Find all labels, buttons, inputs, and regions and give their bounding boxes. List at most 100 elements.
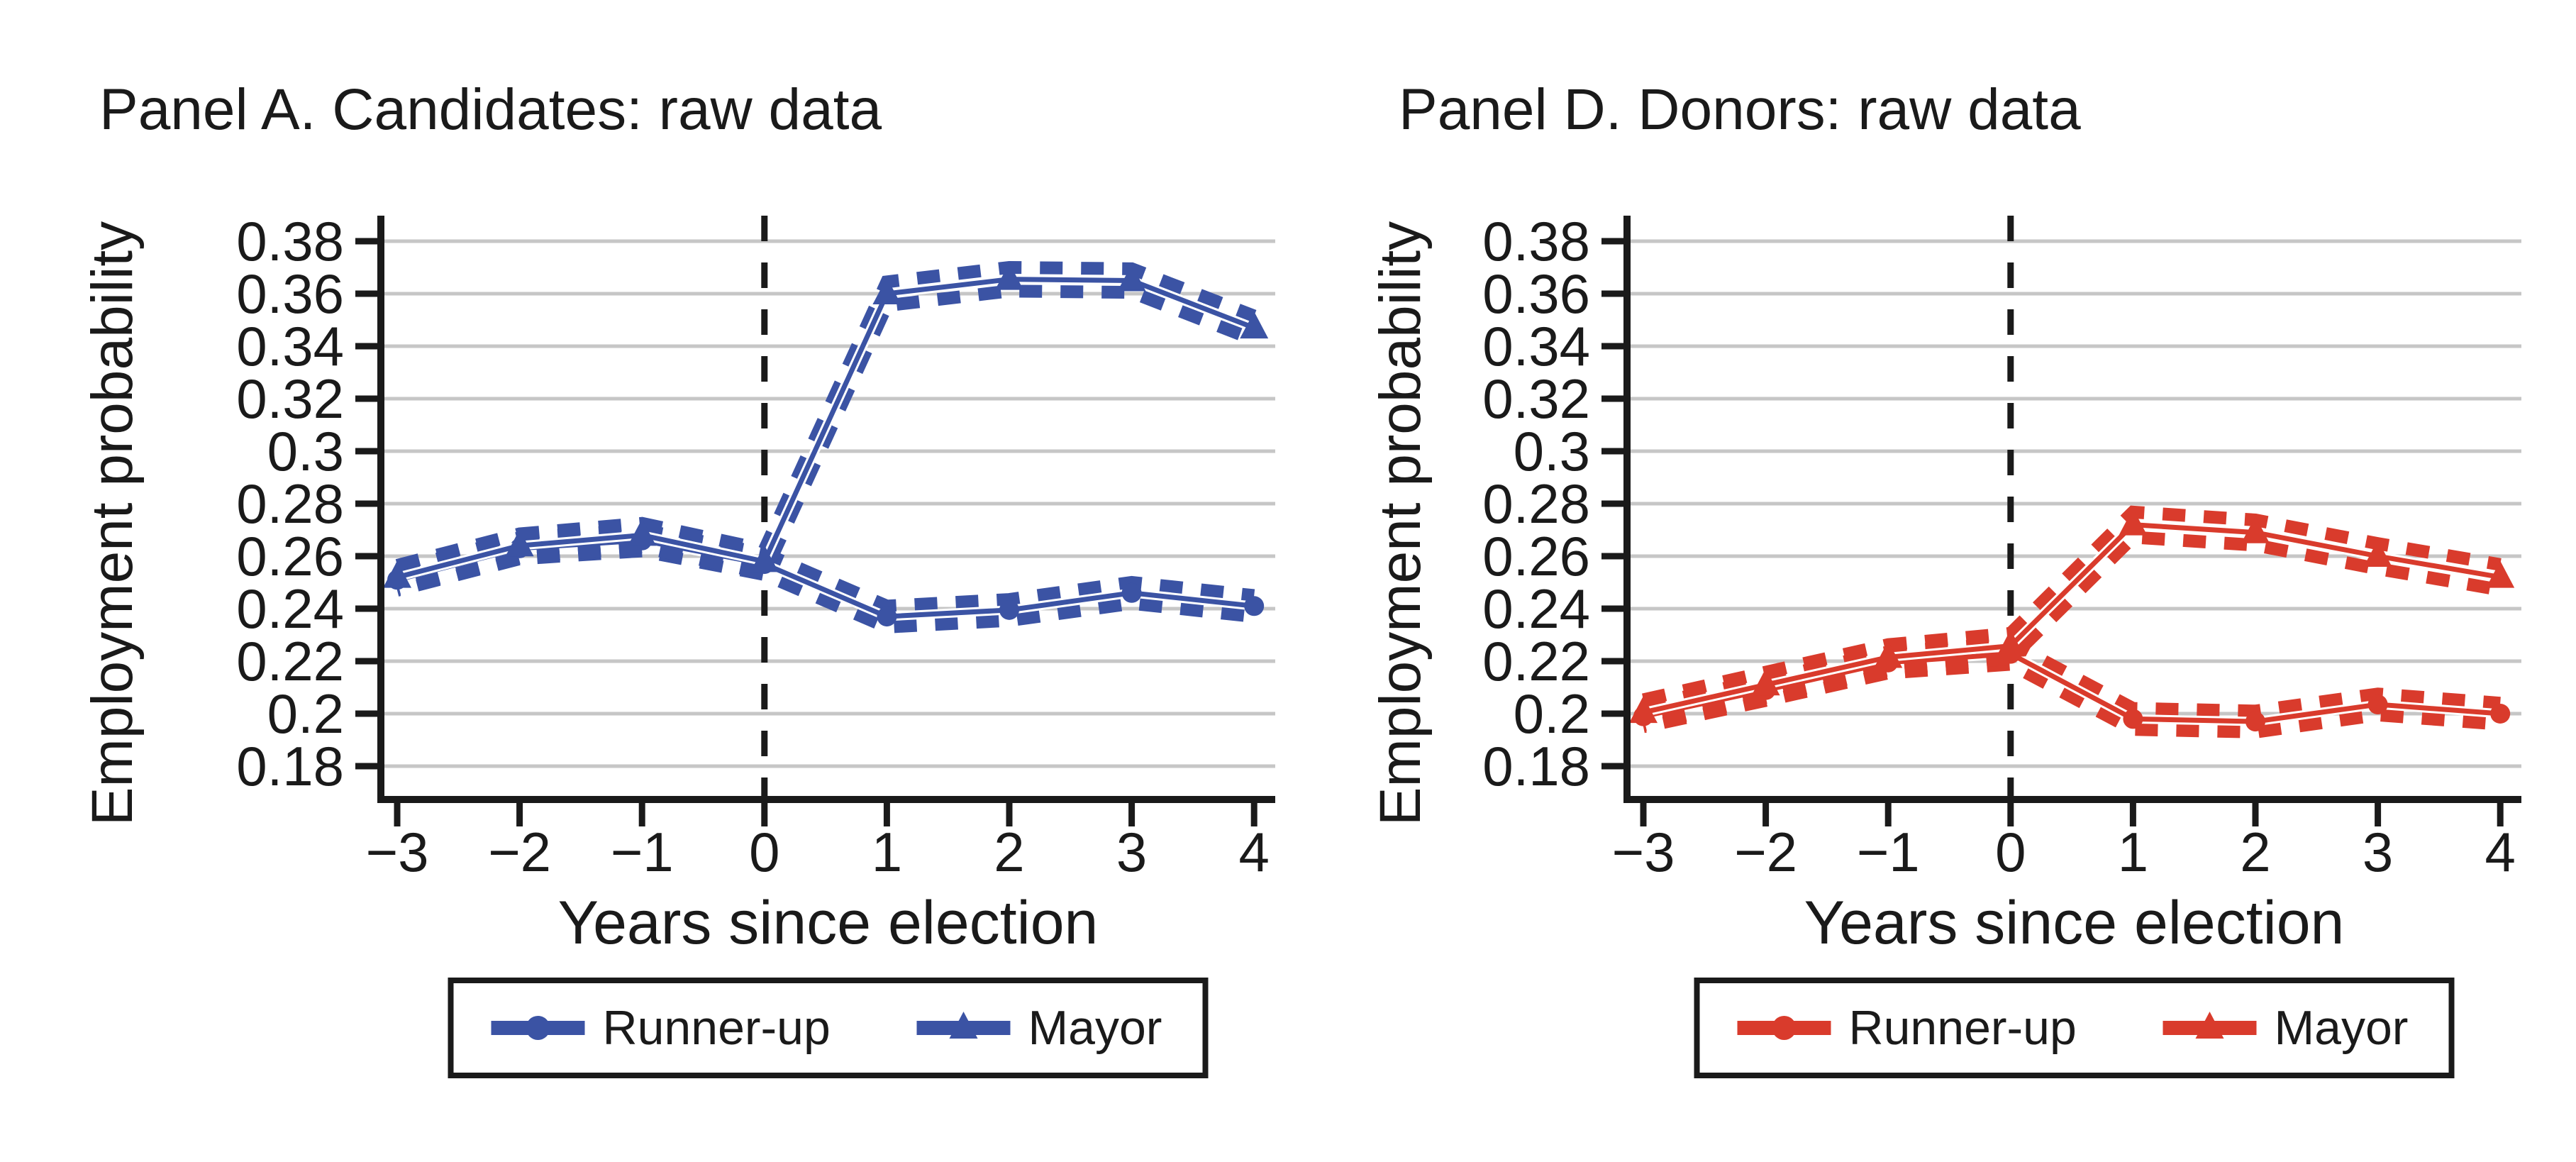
panel-title: Panel A. Candidates: raw data xyxy=(99,77,882,142)
y-axis-label: Employment probability xyxy=(1368,221,1433,826)
y-tick-label: 0.22 xyxy=(1482,630,1590,692)
triangle-marker xyxy=(505,529,534,557)
x-tick-label: −2 xyxy=(1734,821,1797,883)
y-tick-label: 0.36 xyxy=(1482,262,1590,325)
triangle-marker xyxy=(1751,668,1780,696)
chart-panel: Panel A. Candidates: raw data Employment … xyxy=(80,77,1275,1078)
legend-item: Mayor xyxy=(2163,1001,2409,1055)
x-tick-label: −1 xyxy=(611,821,674,883)
y-tick-label: 0.24 xyxy=(236,577,344,640)
y-tick-label: 0.26 xyxy=(1482,525,1590,587)
triangle-marker xyxy=(1874,641,1903,668)
x-tick-label: 1 xyxy=(872,821,902,883)
triangle-marker xyxy=(1629,696,1658,724)
series-line xyxy=(396,277,1255,580)
ci-lower-line xyxy=(1642,531,2502,731)
triangle-marker xyxy=(2486,560,2515,588)
legend: Runner-up Mayor xyxy=(1694,978,2455,1078)
legend-triangle-marker xyxy=(2195,1012,2224,1039)
circle-marker xyxy=(2123,709,2143,729)
series-markers xyxy=(1629,508,2515,724)
series-line xyxy=(1643,651,2501,724)
triangle-marker xyxy=(2119,508,2148,536)
y-tick-label: 0.26 xyxy=(236,525,344,587)
x-tick-label: −1 xyxy=(1857,821,1920,883)
series-mayor xyxy=(383,260,1269,595)
x-tick-label: 3 xyxy=(1116,821,1147,883)
y-tick-label: 0.38 xyxy=(1482,210,1590,272)
x-tick-label: 4 xyxy=(1239,821,1270,883)
triangle-marker xyxy=(872,277,901,304)
x-tick-label: 3 xyxy=(2363,821,2393,883)
triangle-marker xyxy=(1240,311,1269,339)
circle-marker xyxy=(2490,704,2511,724)
legend-circle-marker xyxy=(526,1016,550,1040)
series-mayor xyxy=(1629,505,2515,731)
legend-label: Mayor xyxy=(1028,1001,1162,1055)
panel-title: Panel D. Donors: raw data xyxy=(1399,77,2081,142)
x-tick-label: 0 xyxy=(749,821,779,883)
y-tick-label: 0.34 xyxy=(236,315,344,377)
axes: 0.180.20.220.240.260.280.30.320.340.360.… xyxy=(1482,210,2521,883)
axes: 0.180.20.220.240.260.280.30.320.340.360.… xyxy=(236,210,1275,883)
y-tick-label: 0.34 xyxy=(1482,315,1590,377)
y-tick-label: 0.18 xyxy=(236,735,344,797)
y-axis-label: Employment probability xyxy=(80,221,145,826)
gridlines xyxy=(381,239,1275,768)
x-tick-label: −3 xyxy=(1612,821,1675,883)
circle-marker xyxy=(2245,712,2265,732)
x-tick-label: 2 xyxy=(994,821,1024,883)
ci-upper-line xyxy=(1642,505,2502,707)
y-tick-label: 0.3 xyxy=(1514,420,1590,482)
x-tick-label: −3 xyxy=(366,821,429,883)
triangle-marker xyxy=(628,519,657,546)
series-line xyxy=(1643,522,2501,715)
y-tick-label: 0.32 xyxy=(236,367,344,430)
series-markers xyxy=(383,262,1269,588)
ci-lower-line xyxy=(395,284,1257,595)
y-tick-label: 0.22 xyxy=(236,630,344,692)
legend-label: Runner-up xyxy=(603,1001,831,1055)
circle-marker xyxy=(1244,596,1265,616)
gridlines xyxy=(1627,239,2521,768)
x-tick-label: −2 xyxy=(488,821,551,883)
chart-panel: Panel D. Donors: raw data Employment prob… xyxy=(1368,77,2521,1078)
x-tick-label: 0 xyxy=(1995,821,2026,883)
circle-marker xyxy=(877,607,897,627)
circle-marker xyxy=(999,599,1019,620)
y-tick-label: 0.2 xyxy=(1514,682,1590,745)
y-tick-label: 0.28 xyxy=(236,472,344,535)
y-tick-label: 0.38 xyxy=(236,210,344,272)
triangle-marker xyxy=(1117,264,1146,292)
y-tick-label: 0.32 xyxy=(1482,367,1590,430)
legend-item: Runner-up xyxy=(1737,1001,2077,1055)
y-tick-label: 0.3 xyxy=(267,420,344,482)
triangle-marker xyxy=(750,545,779,572)
x-tick-label: 2 xyxy=(2240,821,2270,883)
y-tick-label: 0.18 xyxy=(1482,735,1590,797)
legend-label: Mayor xyxy=(2275,1001,2409,1055)
x-tick-label: 4 xyxy=(2485,821,2516,883)
triangle-marker xyxy=(2363,540,2392,567)
legend-label: Runner-up xyxy=(1849,1001,2077,1055)
triangle-marker xyxy=(2241,516,2270,543)
y-tick-label: 0.2 xyxy=(267,682,344,745)
x-axis-label: Years since election xyxy=(1804,889,2345,957)
triangle-marker xyxy=(383,560,411,588)
ci-upper-line xyxy=(395,260,1257,572)
triangle-marker xyxy=(995,262,1023,290)
triangle-marker xyxy=(1996,629,2025,657)
legend-item: Mayor xyxy=(916,1001,1162,1055)
circle-marker xyxy=(2367,695,2388,715)
y-tick-label: 0.36 xyxy=(236,262,344,325)
circle-marker xyxy=(1121,582,1142,603)
x-axis-label: Years since election xyxy=(558,889,1099,957)
legend-item: Runner-up xyxy=(491,1001,831,1055)
y-tick-label: 0.28 xyxy=(1482,472,1590,535)
legend: Runner-up Mayor xyxy=(448,978,1209,1078)
legend-circle-marker xyxy=(1772,1016,1797,1040)
legend-triangle-marker xyxy=(949,1012,978,1039)
x-tick-label: 1 xyxy=(2118,821,2148,883)
